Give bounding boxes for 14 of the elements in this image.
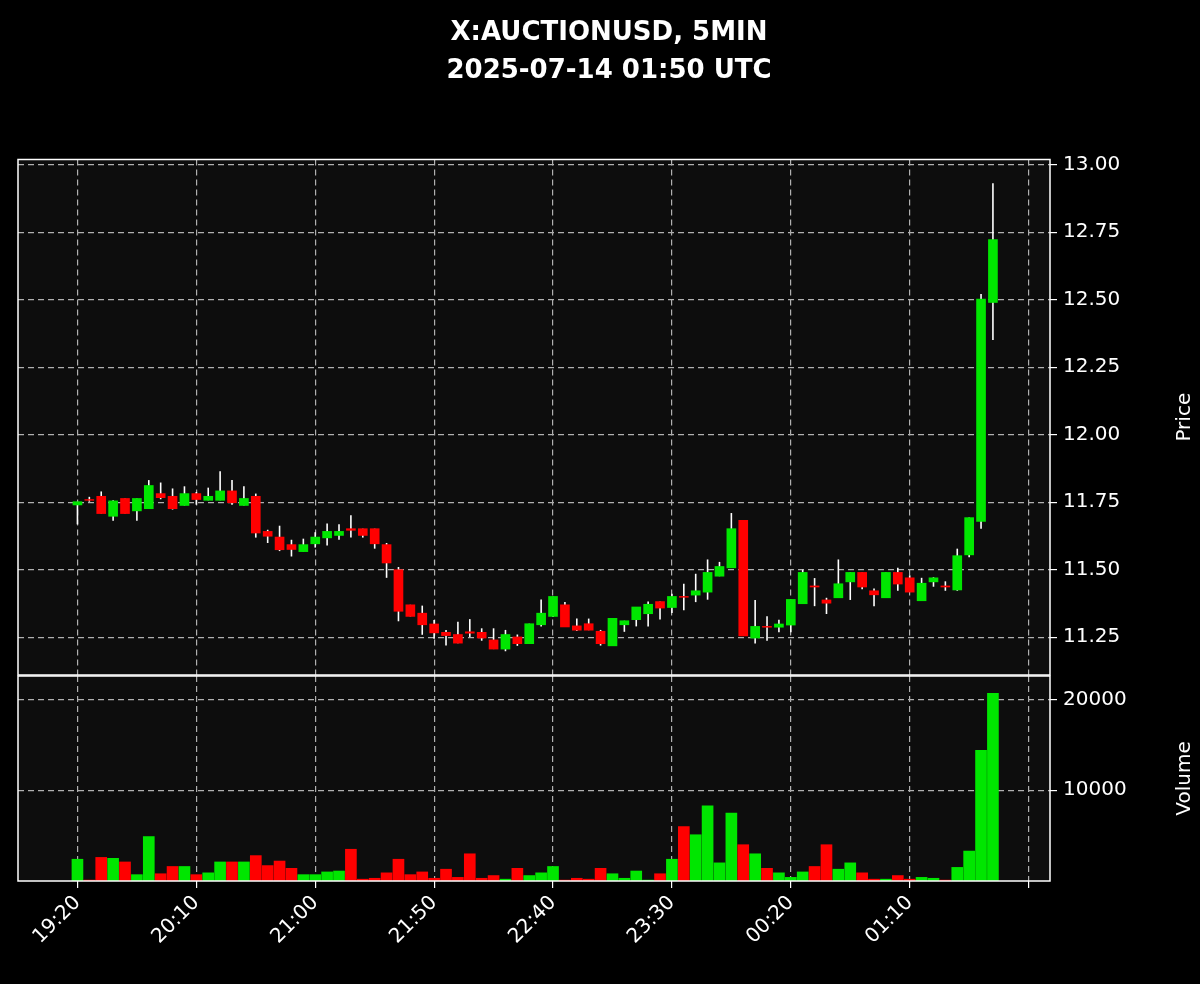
y-tick-label: 13.00 [1063, 151, 1121, 175]
y-tick-label: 11.75 [1063, 488, 1121, 513]
chart-subtitle: 2025-07-14 01:50 UTC [446, 53, 772, 84]
y-tick-label: 11.50 [1063, 555, 1121, 580]
y-tick-label: 10000 [1063, 776, 1127, 801]
y-axis-title: Volume [1171, 741, 1196, 816]
y-tick-label: 12.00 [1063, 420, 1121, 445]
y-tick-label: 12.75 [1063, 218, 1121, 243]
y-axis-title: Price [1171, 392, 1196, 442]
y-tick-label: 20000 [1063, 685, 1127, 710]
chart-title: X:AUCTIONUSD, 5MIN [450, 16, 768, 47]
y-tick-label: 12.25 [1063, 353, 1121, 378]
y-tick-label: 12.50 [1063, 285, 1121, 310]
y-tick-label: 11.25 [1063, 623, 1121, 648]
